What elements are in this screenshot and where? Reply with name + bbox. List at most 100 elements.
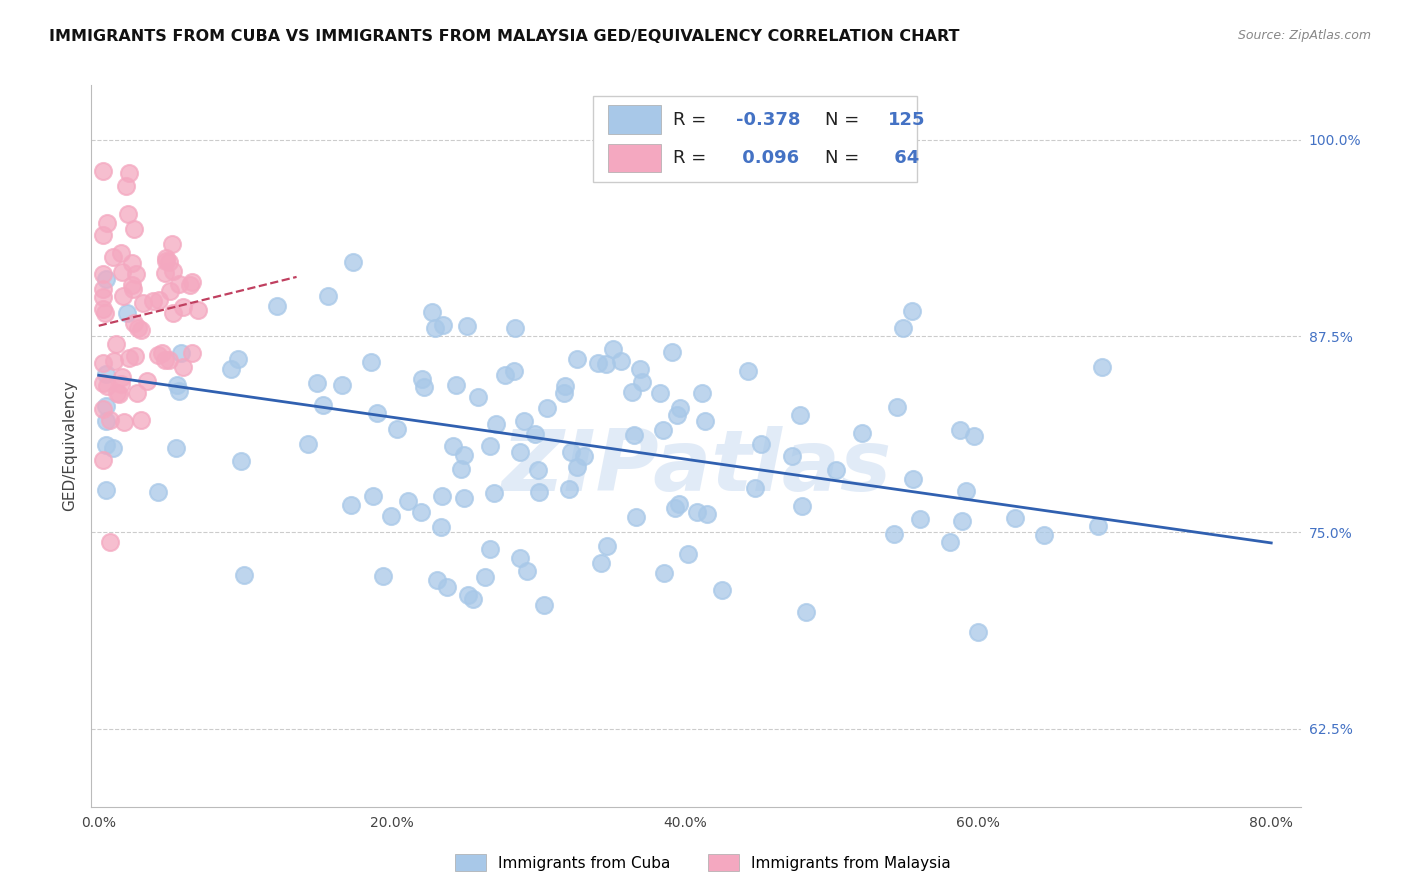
Point [780, 449, 803, 463]
Point [129, 323, 152, 337]
Point [167, 277, 190, 292]
Point [558, 482, 581, 496]
Point [524, 427, 547, 442]
Point [112, 416, 135, 430]
Point [146, 485, 169, 500]
Point [949, 423, 972, 437]
Point [94, 483, 117, 497]
Point [157, 255, 180, 269]
Point [297, 437, 319, 451]
Point [851, 425, 873, 440]
Point [967, 624, 990, 639]
FancyBboxPatch shape [607, 144, 661, 172]
Point [749, 437, 772, 451]
Point [142, 294, 165, 309]
Point [103, 353, 125, 368]
Point [494, 368, 516, 383]
Text: IMMIGRANTS FROM CUBA VS IMMIGRANTS FROM MALAYSIA GED/EQUIVALENCY CORRELATION CHA: IMMIGRANTS FROM CUBA VS IMMIGRANTS FROM … [49, 29, 960, 44]
Point [91, 282, 114, 296]
Point [794, 605, 817, 619]
Point [453, 448, 475, 462]
Point [233, 568, 256, 582]
Point [105, 337, 128, 351]
Point [94, 272, 117, 286]
Point [652, 423, 675, 437]
Point [167, 384, 190, 398]
Point [117, 207, 139, 221]
Text: 125: 125 [889, 111, 925, 128]
Point [1090, 359, 1112, 374]
Point [665, 408, 688, 422]
Point [121, 256, 143, 270]
Point [155, 254, 177, 268]
Point [172, 360, 194, 375]
Point [565, 460, 588, 475]
Point [955, 483, 977, 498]
Point [124, 349, 146, 363]
Point [595, 358, 617, 372]
Point [509, 550, 531, 565]
Point [340, 498, 363, 512]
Point [96, 379, 118, 393]
Point [111, 264, 134, 278]
FancyBboxPatch shape [607, 105, 661, 135]
Point [676, 547, 699, 561]
Point [129, 413, 152, 427]
Point [101, 250, 124, 264]
Point [596, 539, 619, 553]
Point [450, 462, 472, 476]
Point [623, 428, 645, 442]
Point [94, 400, 117, 414]
Point [482, 485, 505, 500]
Point [938, 534, 960, 549]
Point [118, 166, 141, 180]
Point [111, 369, 134, 384]
Point [430, 519, 453, 533]
Point [790, 499, 813, 513]
Point [631, 375, 654, 389]
Point [789, 408, 811, 422]
Point [467, 390, 489, 404]
Point [159, 284, 181, 298]
Point [114, 179, 136, 194]
Point [409, 505, 432, 519]
Point [446, 377, 468, 392]
Point [150, 346, 173, 360]
Point [560, 445, 582, 459]
Point [474, 570, 496, 584]
Point [94, 438, 117, 452]
Point [101, 441, 124, 455]
Point [411, 372, 433, 386]
Point [536, 401, 558, 415]
Point [710, 583, 733, 598]
Point [170, 346, 193, 360]
Point [219, 362, 242, 376]
Point [108, 386, 131, 401]
Point [602, 342, 624, 356]
Point [111, 289, 134, 303]
Point [187, 302, 209, 317]
Text: R =: R = [673, 149, 711, 167]
Point [172, 300, 194, 314]
Point [432, 318, 454, 333]
Point [652, 566, 675, 580]
Point [457, 588, 479, 602]
Point [963, 429, 986, 443]
Point [91, 164, 114, 178]
Point [950, 514, 973, 528]
Point [554, 379, 576, 393]
Point [533, 598, 555, 612]
Text: Source: ZipAtlas.com: Source: ZipAtlas.com [1237, 29, 1371, 42]
Point [153, 353, 176, 368]
Point [527, 485, 550, 500]
Point [426, 573, 449, 587]
Point [266, 299, 288, 313]
Legend: Immigrants from Cuba, Immigrants from Malaysia: Immigrants from Cuba, Immigrants from Ma… [449, 848, 957, 877]
Point [159, 353, 181, 368]
Point [330, 378, 353, 392]
Point [385, 422, 408, 436]
Point [366, 406, 388, 420]
Point [342, 255, 364, 269]
Point [105, 386, 128, 401]
Point [628, 361, 651, 376]
